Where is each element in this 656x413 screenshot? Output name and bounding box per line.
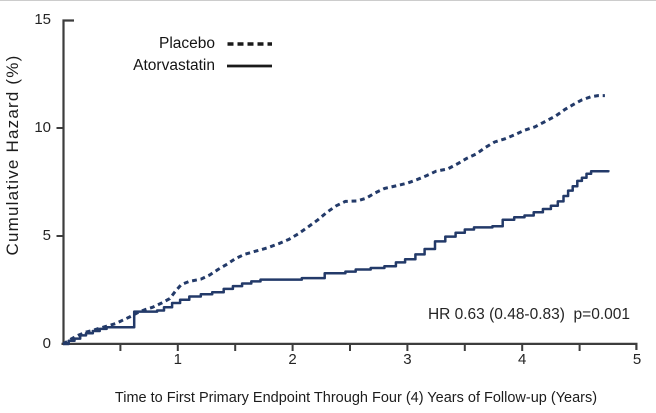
x-tick-marks	[119, 345, 581, 351]
x-tick-label-3: 3	[403, 351, 412, 368]
y-tick-label-10: 10	[34, 119, 51, 136]
atorvastatin-series-line	[63, 169, 610, 346]
y-tick-marks	[56, 127, 63, 237]
placebo-dashed-line-sample	[227, 42, 272, 46]
x-tick-label-2: 2	[288, 351, 297, 368]
x-tick-label-1: 1	[173, 351, 182, 368]
legend-row-atorvastatin: Atorvastatin	[133, 55, 273, 77]
legend-row-placebo: Placebo	[133, 33, 273, 55]
x-axis-title: Time to First Primary Endpoint Through F…	[114, 390, 598, 406]
x-tick-label-5: 5	[632, 351, 642, 368]
axis-lines	[61, 19, 638, 350]
x-tick-label-4: 4	[518, 351, 527, 368]
y-tick-label-5: 5	[42, 227, 51, 244]
y-tick-label-0: 0	[42, 335, 51, 352]
legend-label-atorvastatin: Atorvastatin	[133, 57, 215, 74]
legend-label-placebo: Placebo	[158, 35, 215, 52]
y-tick-label-15: 15	[34, 11, 51, 28]
hazard-ratio-annotation: HR 0.63 (0.48-0.83) p=0.001	[427, 306, 630, 323]
atorvastatin-solid-line-sample	[227, 64, 272, 68]
legend: Placebo Atorvastatin	[133, 33, 273, 77]
